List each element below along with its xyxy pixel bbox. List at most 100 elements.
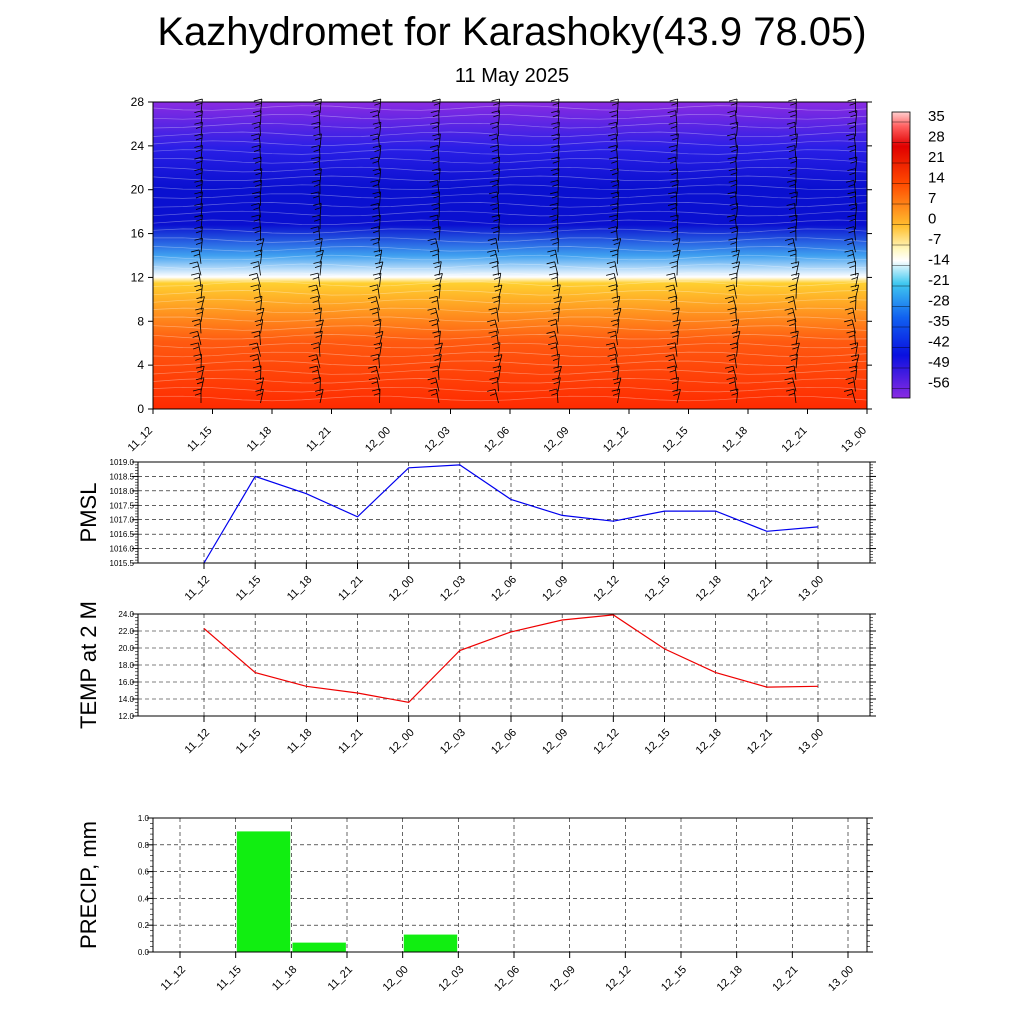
barb-flag <box>609 110 618 113</box>
barb-flag <box>370 237 379 241</box>
barb-flag <box>374 149 381 153</box>
barb-flag <box>312 214 321 218</box>
colorbar-label: -14 <box>928 252 950 269</box>
barb-flag <box>313 184 321 187</box>
wind-barb <box>255 238 265 253</box>
barb-flag <box>667 110 676 114</box>
barb-flag <box>193 253 200 257</box>
wind-barb <box>725 296 737 311</box>
barb-flag <box>548 226 558 230</box>
barb-flag <box>370 179 379 183</box>
wind-barb <box>493 354 503 369</box>
wind-barb <box>367 296 380 311</box>
barb-flag <box>552 114 559 118</box>
barb-flag <box>669 160 677 164</box>
wind-barb <box>727 307 737 322</box>
barb-staff <box>795 156 798 172</box>
x-tick-label: 11_21 <box>336 574 366 604</box>
barb-flag <box>550 346 557 350</box>
barb-flag <box>255 253 262 257</box>
barb-flag <box>792 346 799 350</box>
barb-flag <box>549 203 558 206</box>
barb-staff <box>496 307 499 322</box>
barb-flag <box>849 172 856 176</box>
barb-flag <box>432 160 440 164</box>
wind-barb <box>786 319 797 334</box>
barb-flag <box>551 276 558 280</box>
x-tick-label: 12_00 <box>387 574 417 604</box>
barb-flag <box>492 149 499 152</box>
barb-flag <box>552 377 561 380</box>
barb-flag <box>850 272 859 276</box>
colorbar-label: 21 <box>928 149 945 166</box>
wind-barb <box>666 272 678 288</box>
barb-staff <box>379 249 383 264</box>
barb-flag <box>253 265 260 269</box>
barb-staff <box>617 377 622 392</box>
barb-flag <box>370 133 379 137</box>
barb-staff <box>198 273 202 288</box>
barb-flag <box>486 319 496 323</box>
barb-flag <box>310 272 319 276</box>
barb-flag <box>548 319 557 322</box>
barb-staff <box>258 261 261 276</box>
wind-barb <box>492 272 502 288</box>
barb-flag <box>612 300 620 303</box>
wind-barb <box>431 203 440 218</box>
barb-flag <box>369 284 378 288</box>
contour-line <box>152 272 868 278</box>
barb-staff <box>377 284 380 299</box>
y-tick-label: 1.0 <box>138 814 150 823</box>
wind-barb <box>553 365 562 380</box>
barb-flag <box>493 284 503 288</box>
barb-flag <box>489 377 498 380</box>
barb-flag <box>254 160 262 164</box>
contour-line <box>152 219 868 225</box>
wind-barb <box>428 388 440 404</box>
wind-barb <box>427 238 440 253</box>
barb-flag <box>433 261 442 264</box>
barb-flag <box>668 288 675 292</box>
barb-flag <box>672 389 681 392</box>
barb-staff <box>379 145 382 160</box>
barb-flag <box>611 295 620 299</box>
barb-flag <box>612 392 620 396</box>
barb-flag <box>730 242 737 245</box>
barb-flag <box>791 342 800 346</box>
barb-staff <box>438 331 441 346</box>
barb-staff <box>615 354 618 369</box>
y-tick-label: 22.0 <box>118 627 134 636</box>
barb-flag <box>612 323 619 327</box>
barb-flag <box>195 195 203 199</box>
barb-flag <box>491 334 498 338</box>
barb-staff <box>319 99 322 114</box>
barb-flag <box>846 226 855 230</box>
barb-staff <box>851 389 856 404</box>
barb-flag <box>843 389 853 392</box>
wind-barb <box>493 284 503 299</box>
wind-barb <box>433 354 442 369</box>
barb-flag <box>550 191 559 195</box>
barb-staff <box>319 238 323 253</box>
wind-barb <box>791 272 800 288</box>
barb-flag <box>255 377 264 381</box>
barb-staff <box>258 284 261 299</box>
y-tick-label: 20.0 <box>118 644 134 653</box>
barb-flag <box>191 272 200 276</box>
barb-staff <box>852 307 856 322</box>
wind-barb <box>552 377 561 392</box>
y-tick-label: 12.0 <box>118 712 134 721</box>
barb-flag <box>196 311 203 315</box>
barb-staff <box>438 354 442 369</box>
barb-flag <box>788 110 797 113</box>
barb-staff <box>736 145 739 160</box>
wind-barb <box>251 145 261 160</box>
barb-flag <box>253 288 260 292</box>
barb-flag <box>492 365 501 369</box>
barb-flag <box>850 369 857 373</box>
barb-flag <box>665 354 674 358</box>
barb-staff <box>736 389 739 404</box>
barb-flag <box>314 137 322 141</box>
barb-staff <box>200 296 205 311</box>
barb-flag <box>611 218 618 222</box>
